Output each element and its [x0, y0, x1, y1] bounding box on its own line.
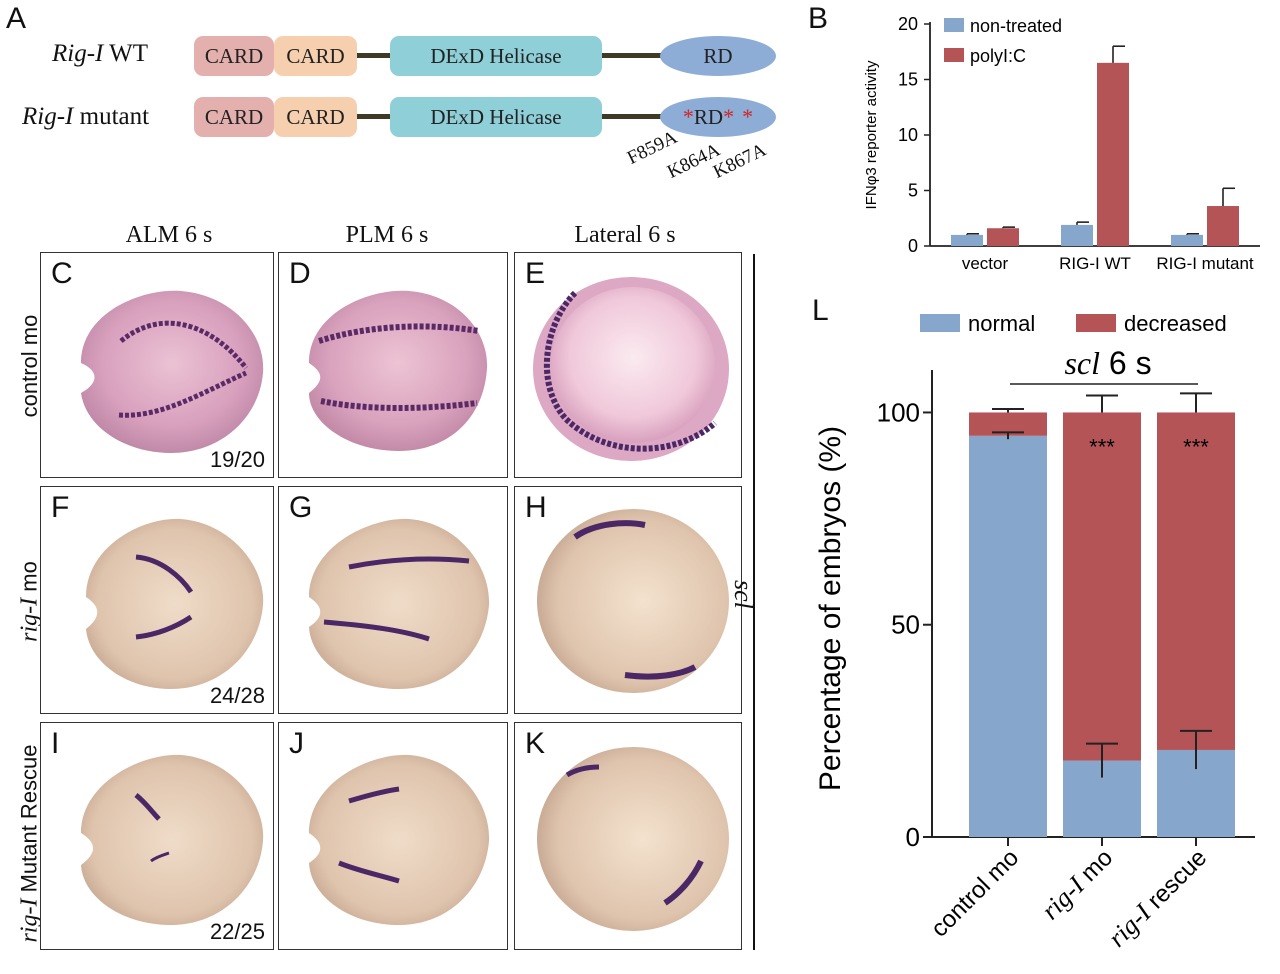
legend-swatch-l-1	[1076, 314, 1116, 332]
bar-decreased-2	[1157, 412, 1235, 750]
card-domain-2-wt: CARD	[274, 36, 357, 76]
panel-d-image: D	[278, 252, 508, 478]
panel-h-image: H	[514, 486, 742, 714]
legend-label-0: non-treated	[970, 16, 1062, 36]
column-title-alm: ALM 6 s	[125, 222, 213, 248]
legend-label-l-0: normal	[968, 311, 1035, 336]
panel-letter-j: J	[289, 727, 304, 760]
rd-domain-wt: RD	[660, 36, 776, 76]
y-axis-label-l: Percentage of embryos (%)	[814, 426, 847, 791]
embryo-g-icon	[309, 518, 490, 689]
bar-polyI:C-2	[1207, 206, 1239, 246]
bar-non-treated-0	[951, 234, 983, 246]
bar-polyI:C-0	[987, 228, 1019, 246]
x-tick-label-l-0: control mo	[926, 844, 1024, 942]
column-title-plm: PLM 6 s	[345, 222, 429, 248]
scl-annotation-rest: 6 s	[1100, 345, 1152, 381]
count-rig-i-mutant-rescue: 22/25	[209, 919, 265, 944]
panel-j-image: J	[278, 722, 508, 950]
bar-polyI:C-1	[1097, 62, 1129, 246]
count-rig-i-mo: 24/28	[209, 683, 265, 708]
embryo-j-icon	[309, 754, 490, 925]
panel-letter-d: D	[289, 257, 311, 290]
panel-letter-b: B	[808, 2, 829, 35]
y-axis-label: IFNφ3 reporter activity	[863, 60, 880, 209]
significance-1: ***	[1089, 434, 1115, 459]
percentage-embryos-chart: 0 50 100 Percentage of embryos (%) normal dec…	[814, 311, 1255, 953]
panel-letter-e: E	[525, 257, 546, 290]
panel-g-image: G	[278, 486, 508, 714]
mutation-star-3: *	[742, 104, 754, 129]
panel-i-image: I 22/25	[40, 722, 274, 950]
x-tick-label-2: RIG-I mutant	[1156, 254, 1254, 273]
panel-e-image: E	[514, 252, 742, 478]
legend-label-l-1: decreased	[1124, 311, 1227, 336]
panel-letter-a: A	[6, 2, 27, 35]
panel-k-image: K	[514, 722, 742, 950]
bar-non-treated-2	[1171, 234, 1203, 246]
embryo-f-icon	[86, 518, 264, 689]
panel-letter-i: I	[51, 727, 60, 760]
y-tick-label-4: 20	[898, 14, 918, 34]
embryo-e-icon	[533, 277, 729, 461]
column-title-lateral: Lateral 6 s	[574, 222, 676, 248]
panel-letter-k: K	[525, 727, 546, 760]
embryo-k-icon	[537, 747, 729, 931]
y-tick-label-1: 5	[908, 181, 918, 201]
legend-swatch-0	[944, 18, 964, 32]
y-tick-label-l-0: 0	[906, 822, 920, 852]
helicase-domain-wt: DExD Helicase	[390, 36, 602, 76]
panel-letter-g: G	[289, 491, 313, 524]
bar-decreased-0	[969, 412, 1047, 436]
gene-label-scl: scl	[729, 580, 758, 609]
mutation-label-k867a: K867A	[710, 139, 770, 183]
rig-i-mutant-label: Rig-I mutant	[22, 103, 150, 130]
mutation-star-2: *	[723, 104, 735, 129]
panel-letter-f: F	[51, 491, 70, 524]
x-tick-label-0: vector	[962, 254, 1009, 273]
bar-normal-0	[969, 435, 1047, 837]
y-tick-label-3: 15	[898, 70, 918, 90]
reporter-activity-chart: 0 5 10 15 20 IFNφ3 reporter activity vector RIG…	[863, 14, 1260, 273]
x-tick-label-l-2: rig-I rescue	[1102, 843, 1212, 953]
legend-swatch-1	[944, 48, 964, 62]
x-tick-label-1: RIG-I WT	[1059, 254, 1131, 273]
mutation-star-1: *	[682, 104, 694, 129]
helicase-domain-mutant: DExD Helicase	[390, 97, 602, 137]
count-control-mo: 19/20	[209, 447, 265, 472]
embryo-i-icon	[81, 754, 264, 925]
gene-divider-line	[753, 254, 755, 950]
panel-c-image: C 19/20	[40, 252, 274, 478]
panel-letter-c: C	[51, 257, 73, 290]
rd-domain-mutant: * RD * *	[660, 97, 776, 137]
embryo-h-icon	[537, 509, 729, 693]
x-tick-label-l-1: rig-I mo	[1036, 843, 1119, 926]
bar-decreased-1	[1063, 412, 1141, 761]
y-tick-label-0: 0	[908, 236, 918, 256]
scl-annotation-l: scl 6 s	[1064, 345, 1151, 381]
legend-swatch-l-0	[920, 314, 960, 332]
panel-letter-l: L	[812, 294, 829, 327]
bar-non-treated-1	[1061, 224, 1093, 246]
scl-annotation-italic: scl	[1064, 345, 1100, 381]
x-tick-label-rest-0: control mo	[926, 844, 1024, 942]
y-tick-label-2: 10	[898, 125, 918, 145]
x-tick-label-rest-2: rescue	[1137, 844, 1212, 919]
card-domain-2-mutant: CARD	[274, 97, 357, 137]
embryo-c-icon	[81, 290, 264, 453]
card-domain-1-wt: CARD	[194, 36, 274, 76]
panel-letter-h: H	[525, 491, 547, 524]
y-tick-label-l-2: 100	[877, 397, 920, 427]
legend-label-1: polyI:C	[970, 46, 1026, 66]
y-tick-label-l-1: 50	[891, 610, 920, 640]
panel-f-image: F 24/28	[40, 486, 274, 714]
embryo-d-icon	[309, 290, 488, 451]
card-domain-1-mutant: CARD	[194, 97, 274, 137]
rig-i-wt-label: Rig-I WT	[52, 40, 149, 67]
significance-2: ***	[1183, 434, 1209, 459]
